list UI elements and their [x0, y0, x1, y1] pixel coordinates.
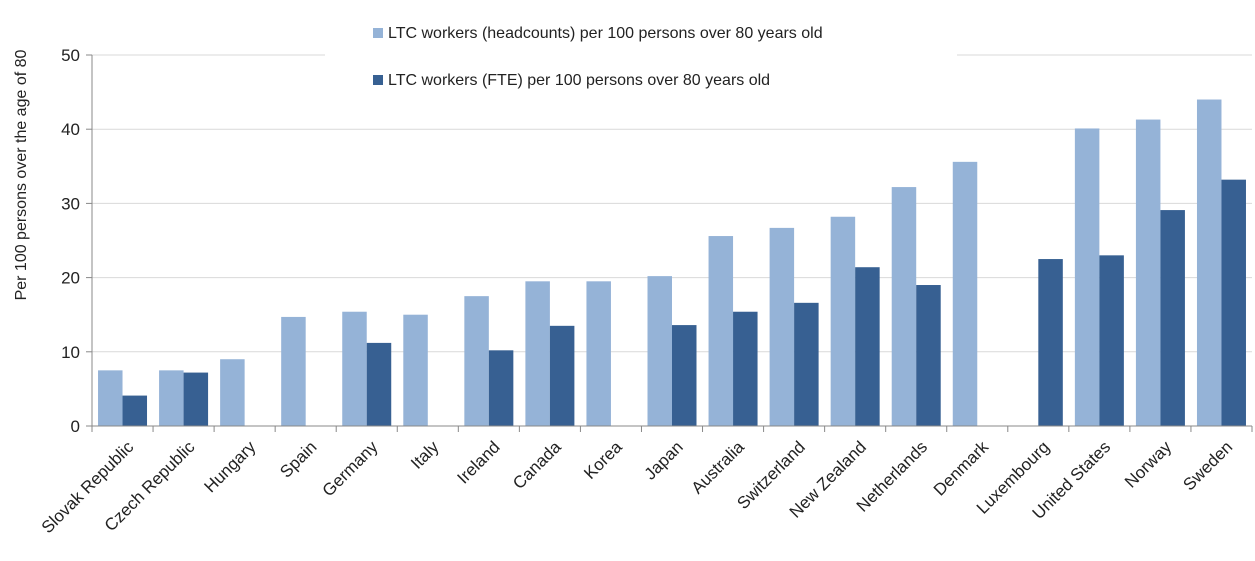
bar-fte: [488, 350, 514, 426]
x-category-label: Sweden: [1179, 437, 1236, 494]
y-tick-label: 50: [61, 46, 80, 65]
bar-fte: [794, 302, 819, 426]
bar-headcount: [281, 316, 306, 426]
y-tick-label: 10: [61, 343, 80, 362]
x-category-label: Germany: [319, 437, 382, 500]
legend-swatch: [373, 28, 383, 38]
x-category-label: Italy: [407, 437, 443, 473]
bar-fte: [1099, 255, 1124, 426]
x-category-label: Norway: [1121, 437, 1176, 492]
bar-fte: [916, 285, 941, 426]
y-tick-label: 40: [61, 120, 80, 139]
x-category-label: Spain: [276, 437, 320, 481]
bar-headcount: [647, 276, 672, 426]
bars: [98, 99, 1246, 427]
x-category-label: Canada: [509, 437, 565, 493]
bar-fte: [1160, 210, 1185, 426]
x-category-label: Ireland: [453, 437, 503, 487]
bar-fte: [366, 342, 392, 426]
bar-headcount: [403, 314, 428, 426]
bar-fte: [1038, 259, 1063, 426]
bar-headcount: [586, 281, 611, 426]
legend-swatch: [373, 75, 383, 85]
x-category-label: Australia: [688, 437, 749, 498]
legend-label: LTC workers (headcounts) per 100 persons…: [388, 25, 823, 42]
y-tick-label: 0: [71, 417, 80, 436]
bar-headcount: [159, 370, 184, 426]
bar-fte: [672, 325, 697, 426]
bar-headcount: [342, 311, 367, 426]
x-category-label: Denmark: [930, 437, 993, 500]
legend-label: LTC workers (FTE) per 100 persons over 8…: [388, 72, 770, 89]
bar-headcount: [708, 236, 734, 426]
bar-fte: [549, 325, 575, 426]
bar-fte: [183, 372, 209, 426]
x-category-label: Japan: [641, 437, 687, 483]
bar-fte: [855, 267, 880, 426]
bar-headcount: [830, 216, 856, 426]
bar-headcount: [1074, 128, 1100, 426]
y-axis-ticks: 0 10 20 30 40 50: [61, 46, 93, 436]
bar-headcount: [220, 359, 245, 426]
bar-headcount: [769, 227, 795, 426]
bar-headcount: [1135, 119, 1161, 426]
x-category-label: Korea: [580, 437, 626, 483]
bar-headcount: [98, 370, 123, 426]
y-axis-title: Per 100 persons over the age of 80: [13, 49, 30, 300]
x-axis: [91, 425, 1253, 432]
bar-headcount: [464, 296, 489, 426]
bar-headcount: [891, 187, 917, 426]
bar-headcount: [1196, 99, 1222, 427]
y-tick-label: 30: [61, 194, 80, 213]
bar-headcount: [952, 161, 978, 426]
bar-fte: [1221, 179, 1246, 426]
legend: LTC workers (headcounts) per 100 persons…: [325, 12, 957, 100]
bar-fte: [122, 395, 148, 426]
legend-box: [325, 12, 957, 100]
y-tick-label: 20: [61, 269, 80, 288]
bar-headcount: [525, 281, 550, 426]
x-category-label: Hungary: [201, 437, 260, 496]
bar-fte: [733, 311, 758, 426]
